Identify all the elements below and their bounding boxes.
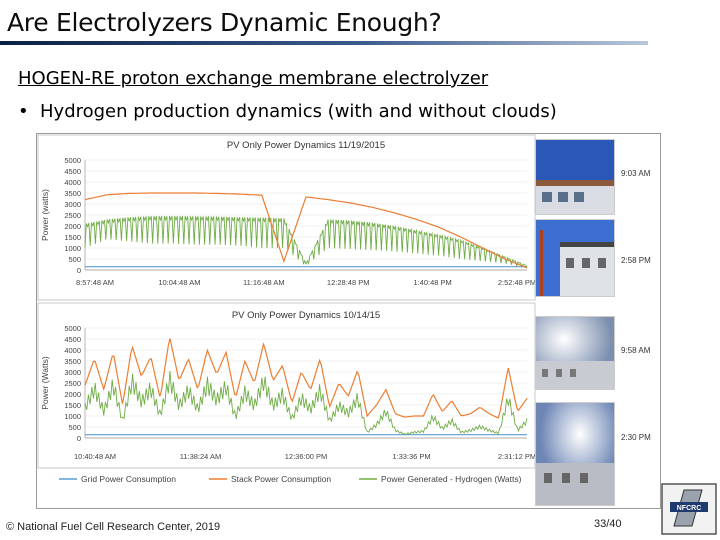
photo-cloudy-afternoon	[535, 402, 615, 506]
chart-title: PV Only Power Dynamics 10/14/15	[232, 310, 380, 321]
cloudy-photo-icon	[536, 403, 614, 505]
photo-time-2: 2:58 PM	[621, 256, 651, 265]
y-tick-label: 2500	[64, 379, 81, 388]
slide-subtitle: HOGEN-RE proton exchange membrane electr…	[18, 68, 489, 89]
hydrogen-power-series	[84, 370, 528, 436]
hydrogen-power-series	[84, 215, 528, 269]
chart-panel-2: PV Only Power Dynamics 10/14/15 Power (Wa…	[37, 302, 536, 469]
building-photo-icon	[536, 140, 614, 214]
chart-legend: Grid Power Consumption Stack Power Consum…	[59, 474, 522, 484]
y-tick-label: 5000	[64, 324, 81, 333]
chart-title: PV Only Power Dynamics 11/19/2015	[227, 140, 385, 151]
x-tick-label: 10:40:48 AM	[74, 452, 116, 461]
legend-label: Grid Power Consumption	[81, 474, 176, 484]
copyright-footer: © National Fuel Cell Research Center, 20…	[6, 521, 221, 533]
y-tick-label: 2000	[64, 390, 81, 399]
x-tick-label: 2:52:48 PM	[498, 278, 536, 287]
bullet-text: Hydrogen production dynamics (with and w…	[40, 101, 557, 122]
y-tick-label: 1500	[64, 233, 81, 242]
x-tick-label: 10:04:48 AM	[158, 278, 200, 287]
y-tick-label: 3500	[64, 357, 81, 366]
stack-power-series	[84, 338, 528, 419]
bullet-dot-icon: •	[18, 101, 29, 122]
chart-panel-frame	[37, 302, 536, 469]
y-tick-label: 0	[77, 266, 81, 275]
chart-figure: PV Only Power Dynamics 11/19/2015 Power (…	[36, 133, 661, 509]
chart-canvas: PV Only Power Dynamics 11/19/2015 Power (…	[37, 134, 536, 484]
nfcrc-logo: NFCRC	[660, 478, 718, 536]
x-tick-label: 8:57:48 AM	[76, 278, 114, 287]
legend-label: Stack Power Consumption	[231, 474, 331, 484]
y-tick-label: 1000	[64, 412, 81, 421]
photo-cloudy-morning	[535, 316, 615, 390]
x-tick-label: 1:40:48 PM	[413, 278, 451, 287]
x-tick-label: 12:28:48 PM	[327, 278, 370, 287]
y-tick-label: 2500	[64, 211, 81, 220]
y-tick-label: 500	[68, 255, 81, 264]
photo-time-4: 2:30 PM	[621, 433, 651, 442]
page-number: 33/40	[594, 518, 622, 530]
y-tick-label: 5000	[64, 156, 81, 165]
photo-time-1: 9:03 AM	[621, 169, 651, 178]
y-tick-label: 0	[77, 434, 81, 443]
legend-label: Power Generated - Hydrogen (Watts)	[381, 474, 522, 484]
chart-panel-frame	[37, 134, 536, 301]
y-tick-label: 3000	[64, 200, 81, 209]
stack-power-series	[84, 192, 528, 269]
title-rule	[0, 41, 648, 45]
x-tick-label: 12:36:00 PM	[285, 452, 328, 461]
cloudy-photo-icon	[536, 317, 614, 389]
chart-panel-1: PV Only Power Dynamics 11/19/2015 Power (…	[37, 134, 536, 301]
x-tick-label: 2:31:12 PM	[498, 452, 536, 461]
y-axis-label: Power (watts)	[40, 189, 50, 241]
photo-time-3: 9:58 AM	[621, 346, 651, 355]
nfcrc-logo-icon: NFCRC	[661, 483, 717, 535]
x-tick-label: 11:38:24 AM	[180, 452, 222, 461]
bullet-point: • Hydrogen production dynamics (with and …	[18, 101, 557, 122]
x-tick-label: 11:16:48 AM	[243, 278, 285, 287]
building-photo-icon	[536, 220, 614, 296]
y-tick-label: 500	[68, 423, 81, 432]
y-tick-label: 1500	[64, 401, 81, 410]
x-tick-label: 1:33:36 PM	[392, 452, 430, 461]
y-axis-label: Power (Watts)	[40, 356, 50, 410]
y-tick-label: 4000	[64, 178, 81, 187]
y-tick-label: 3500	[64, 189, 81, 198]
photo-clear-afternoon	[535, 219, 615, 297]
photo-clear-morning	[535, 139, 615, 215]
logo-text: NFCRC	[677, 505, 702, 512]
y-tick-label: 4500	[64, 335, 81, 344]
slide-title: Are Electrolyzers Dynamic Enough?	[7, 8, 442, 37]
y-tick-label: 4000	[64, 346, 81, 355]
y-tick-label: 1000	[64, 244, 81, 253]
y-tick-label: 2000	[64, 222, 81, 231]
y-tick-label: 3000	[64, 368, 81, 377]
y-tick-label: 4500	[64, 167, 81, 176]
